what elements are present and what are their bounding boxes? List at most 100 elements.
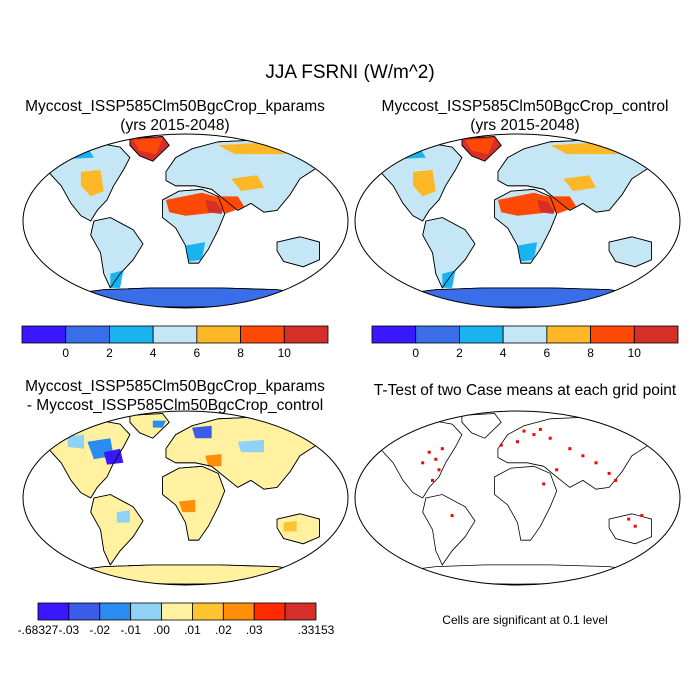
- coastline-south-america: [90, 217, 144, 289]
- significant-cell-19: [542, 482, 546, 486]
- landmass-africa: [494, 465, 558, 541]
- colorbar-segment: [502, 325, 548, 344]
- significant-cell-5: [431, 478, 434, 482]
- colorbar-tick-label: -.03: [59, 623, 80, 637]
- colorbar-segment: [284, 602, 317, 621]
- field-region-1: [165, 192, 222, 216]
- diff-region-5: [237, 439, 264, 453]
- coastline-africa: [494, 188, 558, 264]
- panel-title-kparams: Myccost_ISSP585Clm50BgcCrop_kparams (yrs…: [0, 97, 350, 135]
- colorbar-segment: [240, 325, 285, 344]
- coastline-australia: [276, 513, 321, 545]
- significant-cell-9: [548, 436, 552, 440]
- significant-cell-18: [640, 514, 644, 518]
- significant-cell-13: [594, 461, 598, 465]
- significant-cell-0: [427, 450, 431, 454]
- panel-title-ttest: T-Test of two Case means at each grid po…: [350, 381, 700, 400]
- colorbar-segment: [222, 602, 255, 621]
- colorbar-segment: [590, 325, 635, 344]
- colorbar-tick-label: 2: [456, 346, 463, 360]
- landmass-greenland: [461, 413, 502, 439]
- globe-outline: [22, 133, 349, 309]
- colorbar-tick-label: 0: [412, 346, 419, 360]
- colorbar-tick-label: 4: [150, 346, 157, 360]
- colorbar-tick-label: -.01: [120, 623, 141, 637]
- significant-cell-17: [633, 524, 637, 528]
- coastline-greenland: [129, 413, 170, 439]
- field-region-1: [497, 192, 554, 216]
- panel-title-line-1: Myccost_ISSP585Clm50BgcCrop_kparams: [25, 98, 325, 115]
- panel-title-difference: Myccost_ISSP585Clm50BgcCrop_kparams - My…: [0, 377, 350, 415]
- colorbar-segment: [161, 602, 193, 621]
- panel-title-line-1: T-Test of two Case means at each grid po…: [373, 382, 677, 399]
- diff-region-4: [205, 454, 222, 467]
- panel-title-line-2: (yrs 2015-2048): [470, 117, 580, 134]
- map-ttest: [354, 410, 681, 586]
- field-region-5: [231, 175, 264, 192]
- panel-title-line-2: - Myccost_ISSP585Clm50BgcCrop_control: [26, 397, 324, 414]
- colorbar-segment: [65, 325, 110, 344]
- colorbar-segment: [459, 325, 504, 344]
- coastline-australia: [276, 236, 321, 268]
- significant-cell-4: [437, 468, 441, 472]
- coastline-north-america: [369, 143, 463, 222]
- significant-cell-11: [568, 447, 572, 451]
- map-control: [354, 133, 681, 309]
- diff-region-2: [192, 425, 212, 439]
- field-region-5: [563, 175, 596, 192]
- colorbar-tick-label: 4: [500, 346, 507, 360]
- field-region-9: [465, 138, 495, 155]
- colorbar-tick-label: 0: [62, 346, 69, 360]
- colorbar-tick-label: -.68327: [18, 623, 59, 637]
- field-region-0: [80, 170, 104, 197]
- colorbar-segment: [109, 325, 154, 344]
- globe-outline: [22, 410, 349, 586]
- map-difference: [22, 410, 349, 586]
- colorbar-tick-label: 6: [544, 346, 551, 360]
- colorbar-segment: [37, 602, 70, 621]
- coastline-south-america: [90, 494, 144, 566]
- colorbar-segment: [130, 602, 162, 621]
- colorbar-control: 0 2 4 6 8 10: [371, 325, 679, 360]
- colorbar-segment: [21, 325, 67, 344]
- colorbar-segment: [633, 325, 679, 344]
- panel-title-line-2: (yrs 2015-2048): [120, 117, 230, 134]
- significant-cell-1: [434, 457, 438, 461]
- map-kparams: [22, 133, 349, 309]
- significant-cell-21: [450, 514, 454, 518]
- coastline-africa: [162, 465, 226, 541]
- significant-cell-10: [516, 440, 519, 444]
- diff-region-3: [67, 434, 85, 449]
- significant-cell-15: [614, 478, 618, 482]
- colorbar-segment: [68, 602, 101, 621]
- significant-cell-22: [499, 443, 503, 447]
- coastline-north-america: [37, 143, 131, 222]
- coastline-north-america: [37, 420, 131, 499]
- significant-cell-16: [627, 517, 631, 521]
- diff-region-9: [152, 420, 166, 428]
- colorbar-tick-label: .00: [153, 623, 170, 637]
- colorbar-tick-label: -.02: [89, 623, 110, 637]
- significant-cell-2: [440, 447, 444, 451]
- colorbar-tick-label: 10: [278, 346, 292, 360]
- landmass-australia: [608, 513, 653, 545]
- coastline-south-america: [422, 217, 476, 289]
- coastline-greenland: [129, 136, 170, 162]
- colorbar-tick-label: 6: [194, 346, 201, 360]
- colorbar-segment: [192, 602, 224, 621]
- panel-title-control: Myccost_ISSP585Clm50BgcCrop_control (yrs…: [350, 97, 700, 135]
- coastline-australia: [608, 236, 653, 268]
- significant-cell-20: [555, 468, 559, 472]
- globe-outline: [354, 410, 681, 586]
- diff-region-8: [283, 520, 297, 532]
- diff-region-1: [103, 448, 124, 465]
- colorbar-kparams: 0 2 4 6 8 10: [21, 325, 329, 360]
- field-region-0: [412, 170, 436, 197]
- colorbar-segment: [152, 325, 198, 344]
- colorbar-tick-label: .02: [215, 623, 232, 637]
- globe-outline: [354, 133, 681, 309]
- colorbar-segment: [253, 602, 286, 621]
- significant-cell-12: [581, 454, 585, 458]
- landmass-south-america: [422, 494, 476, 566]
- colorbar-segment: [371, 325, 417, 344]
